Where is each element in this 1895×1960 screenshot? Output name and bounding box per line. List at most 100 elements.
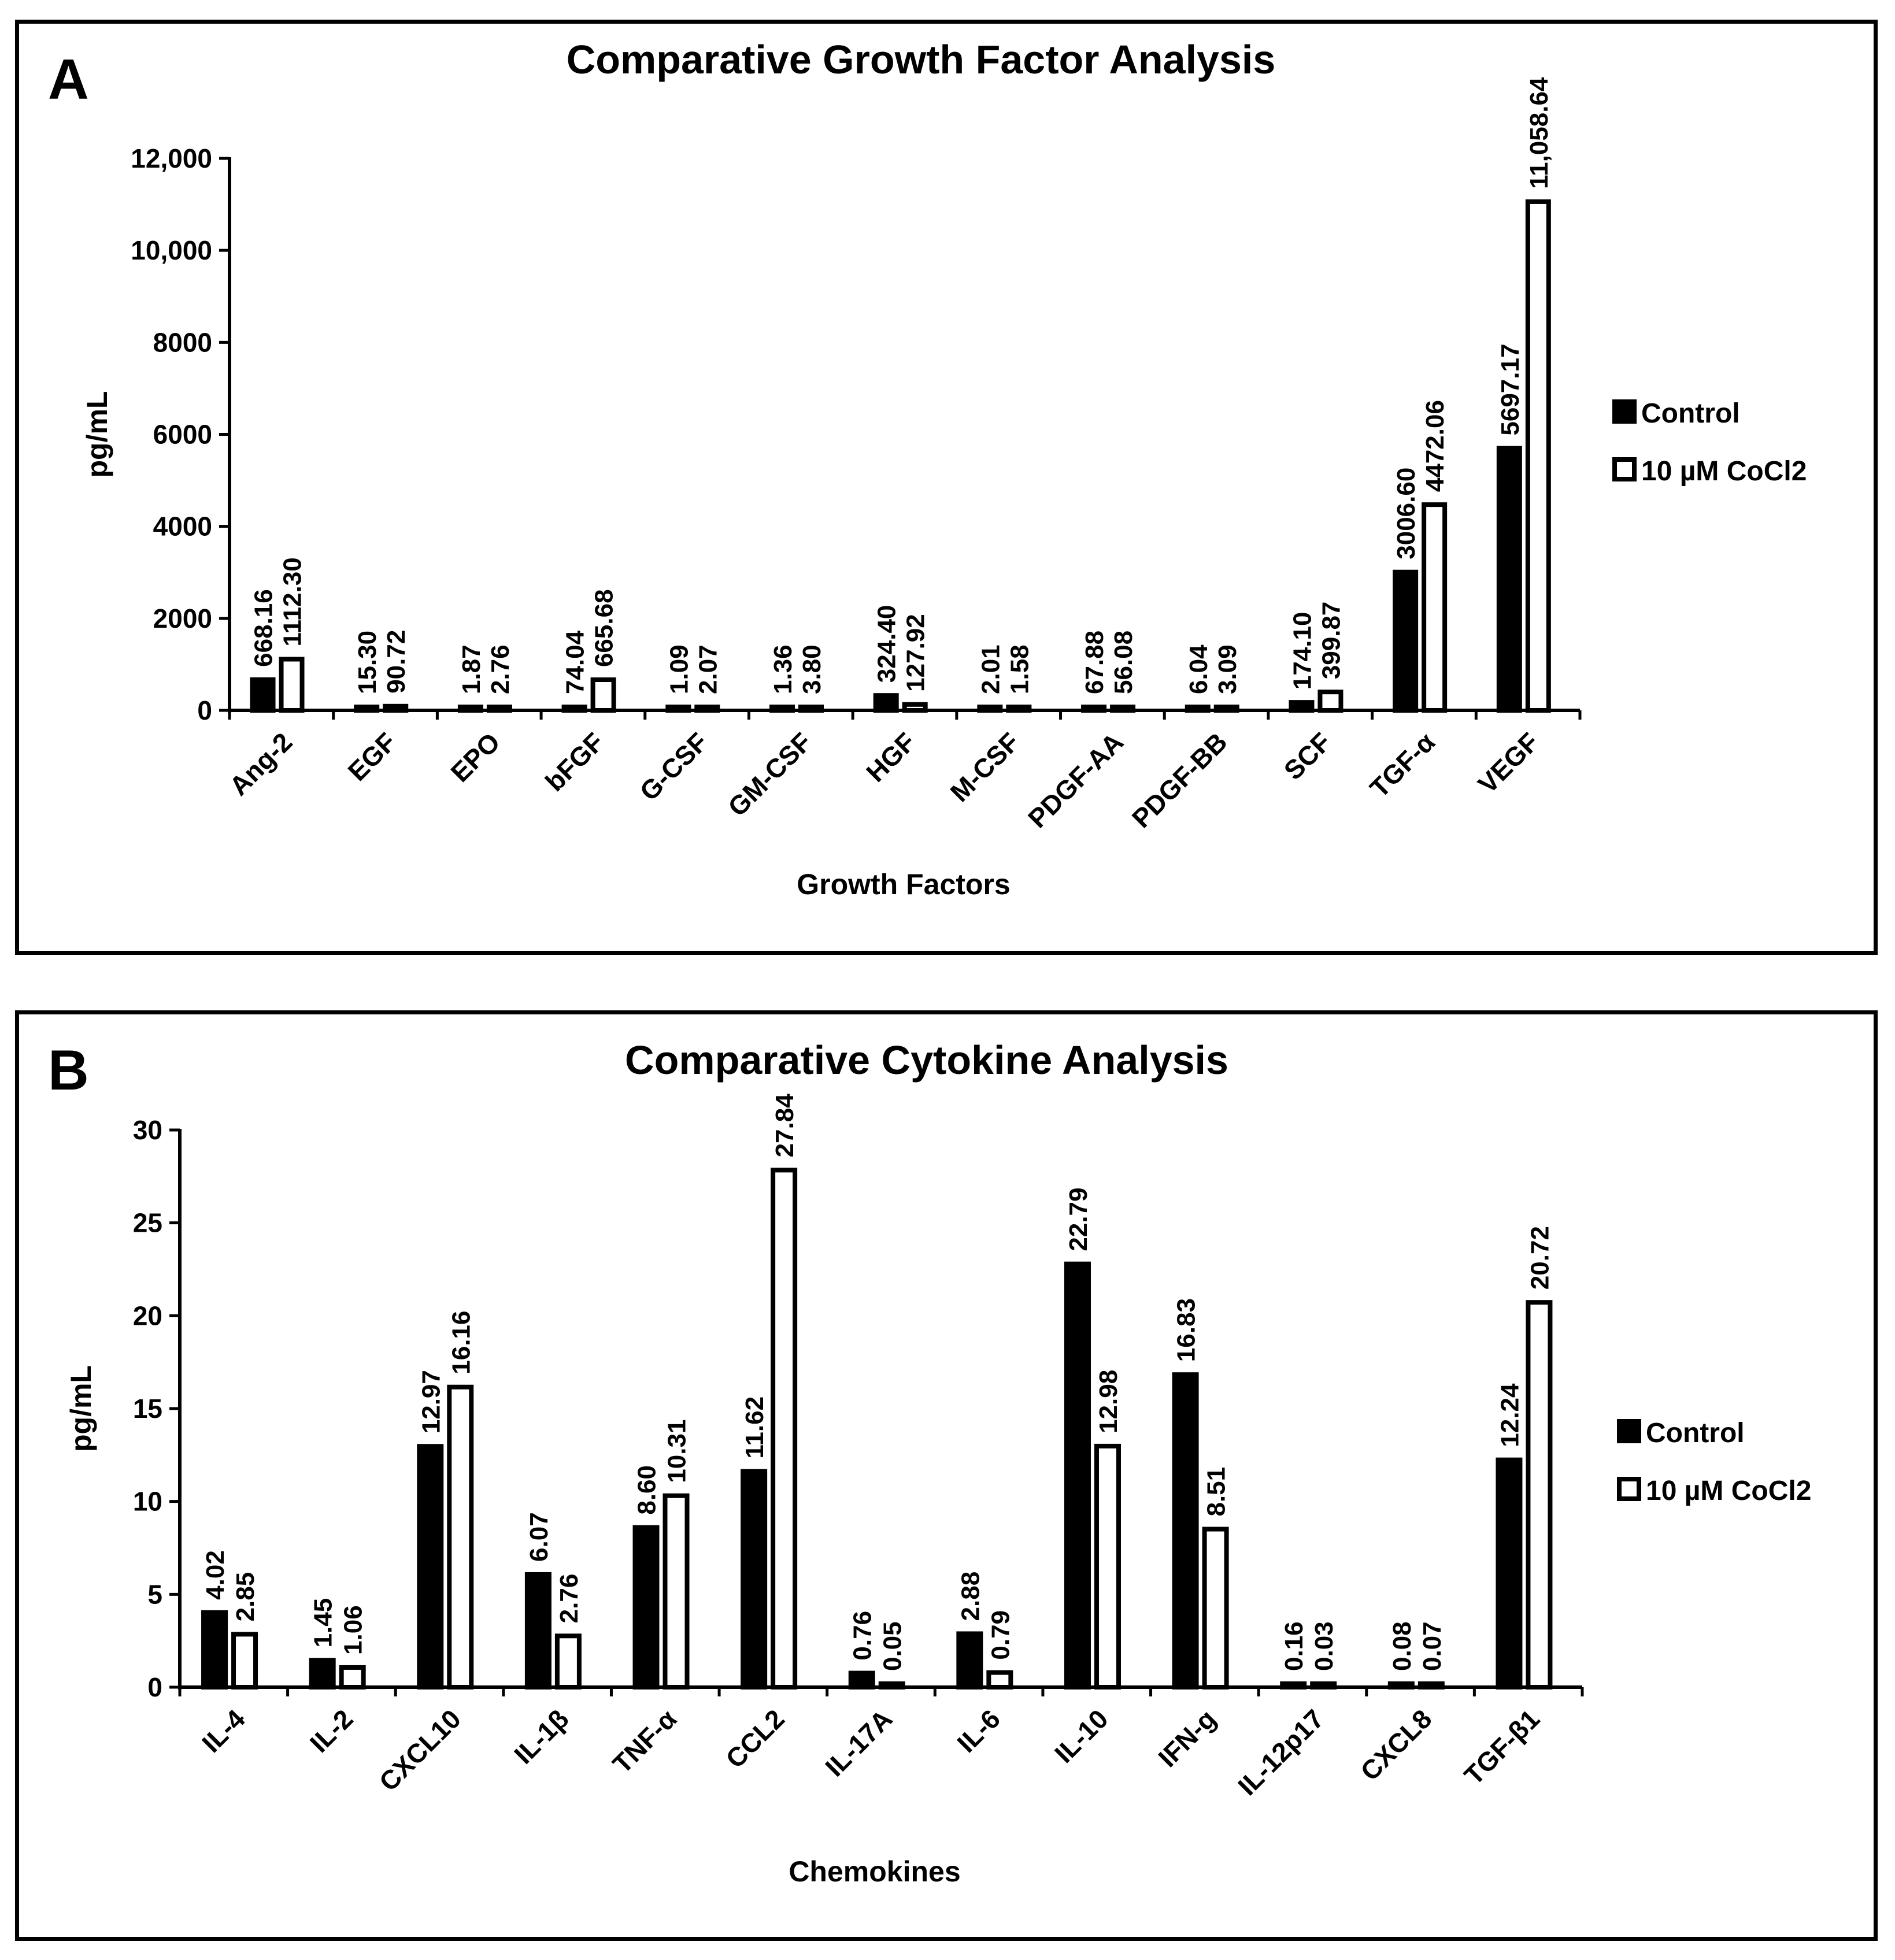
bar-cocl2 [486, 705, 512, 713]
bar-control [1496, 446, 1522, 713]
bar-value-label: 668.16 [250, 589, 278, 667]
bar-cocl2 [1110, 705, 1136, 713]
x-category-label: Ang-2 [224, 727, 298, 801]
bar-cocl2 [590, 677, 616, 713]
bar-value-label: 0.79 [986, 1610, 1015, 1660]
bar-cocl2 [1422, 502, 1448, 713]
bar-cocl2 [554, 1633, 582, 1690]
y-tick-label: 20 [133, 1301, 162, 1331]
x-axis-label: Chemokines [789, 1855, 960, 1888]
bar-cocl2 [339, 1665, 366, 1690]
bar-value-label: 0.03 [1310, 1621, 1338, 1671]
x-category-label: IL-1β [508, 1703, 574, 1769]
bar-cocl2 [1317, 690, 1343, 713]
x-category-label: EPO [445, 727, 505, 787]
bar-value-label: 22.79 [1064, 1188, 1093, 1251]
legend-label-control: Control [1646, 1418, 1745, 1448]
y-tick-label: 12,000 [131, 143, 212, 173]
bar-control [1387, 1681, 1415, 1689]
panel-b: B Comparative Cytokine Analysis pg/mL 0 5 10… [15, 1010, 1878, 1941]
bar-value-label: 0.16 [1280, 1621, 1308, 1671]
bar-value-label: 74.04 [561, 630, 590, 694]
bar-control [632, 1525, 660, 1689]
x-category-label: IL-12p17 [1232, 1703, 1330, 1801]
panel-label: A [48, 47, 89, 111]
bar-cocl2 [662, 1493, 690, 1689]
bar-value-label: 0.76 [849, 1611, 877, 1661]
bar-value-label: 6.07 [525, 1512, 553, 1562]
x-category-label: EGF [342, 727, 402, 787]
bar-control [457, 705, 483, 713]
bar-control [1496, 1457, 1523, 1689]
bar-cocl2 [383, 703, 409, 713]
chart-title: Comparative Cytokine Analysis [625, 1038, 1228, 1083]
y-tick-label: 6000 [153, 420, 212, 450]
x-category-label: PDGF-BB [1126, 727, 1233, 833]
bar-cocl2 [902, 702, 928, 713]
legend-swatch-control [1612, 399, 1637, 424]
bar-value-label: 0.05 [879, 1621, 907, 1671]
bar-control [417, 1444, 444, 1689]
bar-control [354, 705, 380, 713]
panel-label: B [48, 1038, 89, 1102]
x-category-label: VEGF [1472, 727, 1544, 799]
bar-value-label: 3006.60 [1392, 468, 1420, 560]
bar-control [561, 705, 587, 713]
bar-control [1185, 705, 1211, 713]
bar-control [956, 1631, 983, 1690]
y-tick-label: 10 [133, 1487, 162, 1517]
y-tick-label: 5 [147, 1579, 162, 1609]
bar-cocl2 [798, 705, 824, 713]
bar-cocl2 [1202, 1526, 1229, 1690]
bar-control [848, 1670, 875, 1689]
x-category-label: IL-17A [819, 1703, 898, 1782]
bar-cocl2 [1417, 1681, 1445, 1689]
bar-value-label: 1112.30 [279, 557, 307, 646]
bar-control [1081, 705, 1107, 713]
y-tick-label: 8000 [153, 327, 212, 357]
bar-control [309, 1658, 336, 1689]
bar-value-label: 10.31 [663, 1420, 691, 1483]
bar-cocl2 [878, 1681, 905, 1689]
bar-cocl2 [1525, 199, 1551, 713]
x-category-label: IL-4 [196, 1703, 251, 1758]
bar-value-label: 324.40 [873, 605, 901, 683]
bar-value-label: 1.09 [665, 644, 693, 694]
y-tick-label: 30 [133, 1115, 162, 1145]
legend-swatch-control [1617, 1419, 1641, 1443]
bar-control [250, 677, 276, 713]
x-category-label: IL-2 [304, 1703, 359, 1758]
bar-value-label: 2.07 [694, 644, 722, 694]
y-tick-label: 0 [147, 1672, 162, 1702]
bar-value-label: 1.58 [1005, 644, 1034, 694]
bar-control [1064, 1261, 1091, 1689]
x-axis-label: Growth Factors [797, 868, 1010, 901]
x-category-label: HGF [860, 727, 921, 787]
bar-value-label: 127.92 [902, 614, 930, 692]
bar-cocl2 [1006, 705, 1032, 713]
bar-value-label: 15.30 [353, 631, 382, 694]
bar-value-label: 1.06 [339, 1605, 368, 1655]
x-category-label: M-CSF [945, 727, 1026, 807]
x-category-label: TGF-β1 [1459, 1703, 1546, 1791]
bar-control [1289, 700, 1315, 713]
bar-value-label: 20.72 [1526, 1226, 1554, 1290]
bar-cocl2 [1526, 1300, 1553, 1689]
bar-value-label: 2.01 [976, 644, 1005, 694]
legend-swatch-cocl2 [1617, 1477, 1641, 1501]
bar-value-label: 4.02 [201, 1550, 230, 1600]
bar-value-label: 665.68 [590, 589, 619, 667]
bar-value-label: 2.85 [231, 1572, 260, 1622]
bar-value-label: 0.07 [1418, 1621, 1446, 1671]
x-category-label: IL-6 [951, 1703, 1006, 1758]
bar-value-label: 0.08 [1388, 1621, 1416, 1671]
y-tick-label: 25 [133, 1208, 162, 1238]
bar-cocl2 [986, 1670, 1013, 1689]
x-category-label: IFN-g [1152, 1703, 1222, 1773]
chart-title: Comparative Growth Factor Analysis [567, 37, 1276, 82]
bar-control [1280, 1681, 1307, 1689]
bar-cocl2 [771, 1168, 798, 1689]
bar-value-label: 27.84 [771, 1094, 799, 1158]
bar-value-label: 5697.17 [1496, 344, 1524, 436]
y-tick-label: 15 [133, 1394, 162, 1424]
